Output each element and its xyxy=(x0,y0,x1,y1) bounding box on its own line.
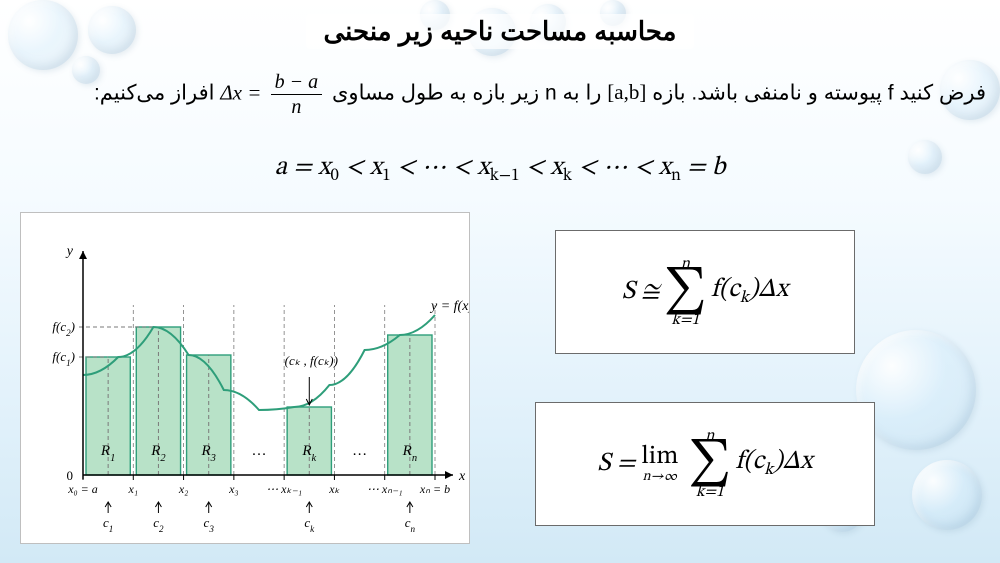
svg-text:f(c1): f(c1) xyxy=(52,349,75,368)
riemann-sum-figure: y = f(x)(cₖ , f(cₖ))yx0f(c2)f(c1)R1R2R3…… xyxy=(20,212,470,544)
sigma-2: n ∑ k=1 xyxy=(688,428,731,499)
body-mid: را به n زیر بازه به طول مساوی xyxy=(332,81,601,104)
body-suffix: افراز می‌کنیم: xyxy=(94,81,215,104)
svg-text:⋯ xₙ₋₁: ⋯ xₙ₋₁ xyxy=(367,482,403,496)
svg-text:c2: c2 xyxy=(153,515,164,534)
svg-text:…: … xyxy=(352,443,367,459)
f1-lhs: S ≅ xyxy=(622,276,660,309)
svg-text:c1: c1 xyxy=(103,515,113,534)
body-prefix: فرض کنید f پیوسته و نامنفی باشد. بازه xyxy=(652,81,986,104)
svg-text:(cₖ , f(cₖ)): (cₖ , f(cₖ)) xyxy=(285,353,338,368)
lim-block: lim n→∞ xyxy=(641,444,678,484)
interval-ab: [a,b] xyxy=(607,76,646,110)
svg-text:x₁: x₁ xyxy=(128,482,138,496)
svg-text:xₙ = b: xₙ = b xyxy=(419,482,450,496)
svg-text:⋯ xₖ₋₁: ⋯ xₖ₋₁ xyxy=(266,482,302,496)
lim-sub: n→∞ xyxy=(643,470,678,484)
lim-word: lim xyxy=(641,444,678,470)
svg-text:x₀ = a: x₀ = a xyxy=(67,482,98,496)
svg-text:f(c2): f(c2) xyxy=(52,319,75,338)
svg-text:cn: cn xyxy=(405,515,416,534)
frac-den: n xyxy=(291,95,301,117)
f2-rhs: f(ck)Δx xyxy=(735,446,812,481)
sigma-2-glyph: ∑ xyxy=(688,444,731,483)
delta-frac: b − a n xyxy=(271,72,323,117)
svg-text:y = f(x): y = f(x) xyxy=(429,299,469,314)
body-text: فرض کنید f پیوسته و نامنفی باشد. بازه [a… xyxy=(14,72,986,150)
svg-text:c3: c3 xyxy=(204,515,215,534)
svg-text:ck: ck xyxy=(304,515,315,534)
sigma-1-glyph: ∑ xyxy=(664,272,707,311)
delta-lhs: Δx = xyxy=(220,80,261,104)
svg-text:0: 0 xyxy=(67,468,74,483)
slide-title-wrap: محاسبه مساحت ناحیه زیر منحنی xyxy=(0,14,1000,49)
svg-text:x: x xyxy=(458,469,466,484)
formula-limit-sum: S = lim n→∞ n ∑ k=1 f(ck)Δx xyxy=(535,402,875,526)
sigma-2-bottom: k=1 xyxy=(696,484,724,500)
riemann-sum-svg: y = f(x)(cₖ , f(cₖ))yx0f(c2)f(c1)R1R2R3…… xyxy=(21,213,469,543)
svg-text:x₃: x₃ xyxy=(228,482,239,496)
svg-text:xₖ: xₖ xyxy=(328,482,340,496)
sigma-1: n ∑ k=1 xyxy=(664,256,707,327)
slide-title: محاسبه مساحت ناحیه زیر منحنی xyxy=(306,14,695,49)
svg-text:y: y xyxy=(65,244,74,259)
formula-approx-sum: S ≅ n ∑ k=1 f(ck)Δx xyxy=(555,230,855,354)
svg-text:…: … xyxy=(252,443,267,459)
f2-lhs: S = xyxy=(597,448,635,481)
sigma-1-bottom: k=1 xyxy=(671,312,699,328)
partition-equation: a = x0 < x1 < ⋯ < xk−1 < xk < ⋯ < xn = b xyxy=(0,152,1000,187)
f1-rhs: f(ck)Δx xyxy=(711,274,788,309)
svg-text:x₂: x₂ xyxy=(178,482,189,496)
frac-num: b − a xyxy=(271,72,323,95)
